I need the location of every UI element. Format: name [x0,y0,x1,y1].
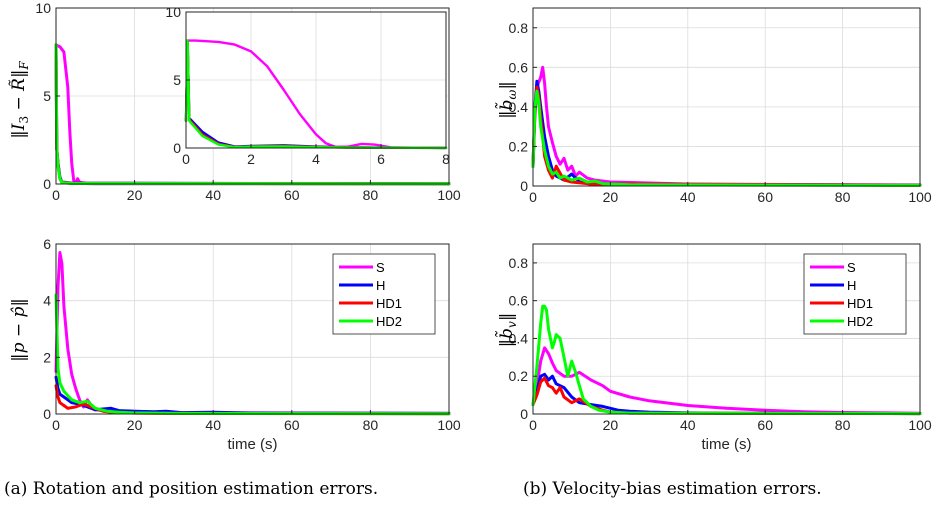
omega-bias-xtick-label: 80 [835,189,851,205]
rotation-inset-ytick-label: 5 [173,72,181,88]
position-legend-label-s: S [376,260,385,275]
velocity-bias-legend-label-hd2: HD2 [847,314,873,329]
rotation-inset-xtick-label: 4 [312,151,320,167]
omega-bias-plot-area [533,8,920,186]
rotation-ytick-label: 5 [43,88,51,104]
omega-bias-series-hd1 [531,85,922,187]
velocity-bias-ytick-label: 0.8 [509,255,529,271]
velocity-bias-series-s [531,346,922,415]
velocity-bias-xtick-label: 40 [680,417,696,433]
velocity-bias-series-hd2 [531,304,922,416]
linear-velocity-bias-error-plot: 0 20 40 60 80 100 0 0.2 0.4 0.6 0.8 SH HD1 HD2 time (s… [509,243,932,453]
rotation-ytick-label: 0 [43,176,51,192]
ylabel-omega-bias-error: ‖b̃ω‖ [495,81,519,119]
velocity-bias-xtick-label: 100 [908,417,932,433]
caption-b: (b) Velocity-bias estimation errors. [523,479,822,499]
rotation-inset-xtick-label: 8 [442,151,450,167]
position-axes-frame [55,243,450,415]
position-xtick-label: 40 [205,417,221,433]
rotation-inset-xtick-label: 6 [377,151,385,167]
position-legend-label-h: H [376,278,385,293]
position-error-plot: 0 20 40 60 80 100 0 2 4 6 SH HD1 HD2 time (s) [43,236,461,453]
rotation-inset-series-s [184,39,448,150]
velocity-bias-xlabel: time (s) [702,436,752,453]
angular-velocity-bias-error-plot: 0 20 40 60 80 100 0 0.2 0.4 0.6 0.8 [509,7,932,205]
rotation-xtick-label: 0 [52,187,60,203]
rotation-series-hd2 [54,43,451,186]
velocity-bias-axes-frame [532,243,921,415]
position-legend-label-hd1: HD1 [376,296,402,311]
omega-bias-series-s [531,65,922,187]
rotation-inset-ytick-label: 0 [173,140,181,156]
position-xtick-label: 80 [363,417,379,433]
position-xtick-label: 100 [437,417,461,433]
position-ytick-label: 2 [43,349,51,365]
omega-bias-ytick-label: 0.4 [509,99,529,115]
omega-bias-xtick-label: 60 [757,189,773,205]
velocity-bias-xtick-label: 60 [757,417,773,433]
rotation-xtick-label: 20 [127,187,143,203]
rotation-xtick-label: 80 [363,187,379,203]
rotation-inset-xtick-label: 0 [182,151,190,167]
rotation-inset-plot: 0 2 4 6 8 0 5 10 [165,4,450,167]
position-ytick-label: 0 [43,406,51,422]
velocity-bias-xtick-label: 20 [603,417,619,433]
velocity-bias-legend-label-h: H [847,278,856,293]
rotation-xtick-label: 40 [205,187,221,203]
rotation-ytick-label: 10 [35,0,51,16]
rotation-xtick-label: 100 [437,187,461,203]
omega-bias-xtick-label: 0 [529,189,537,205]
position-ytick-label: 4 [43,293,51,309]
omega-bias-series-hd2 [531,89,922,187]
position-ytick-label: 6 [43,236,51,252]
position-xtick-label: 20 [127,417,143,433]
rotation-xtick-label: 60 [284,187,300,203]
omega-bias-ytick-label: 0 [520,178,528,194]
rotation-inset-xtick-label: 2 [247,151,255,167]
velocity-bias-xtick-label: 0 [529,417,537,433]
omega-bias-ytick-label: 0.8 [509,20,529,36]
rotation-inset-ytick-label: 10 [165,4,181,20]
omega-bias-ytick-label: 0.2 [509,138,529,154]
ylabel-position-error: ‖p − p̂‖ [9,298,29,362]
velocity-bias-xtick-label: 80 [835,417,851,433]
velocity-bias-ytick-label: 0.4 [509,330,529,346]
velocity-bias-ytick-label: 0 [520,406,528,422]
omega-bias-xtick-label: 40 [680,189,696,205]
omega-bias-axes-frame [532,7,921,187]
omega-bias-xtick-label: 20 [603,189,619,205]
ylabel-velocity-bias-error: ‖b̃v‖ [495,313,519,348]
position-legend-label-hd2: HD2 [376,314,402,329]
omega-bias-ytick-label: 0.6 [509,59,529,75]
velocity-bias-ytick-label: 0.6 [509,293,529,309]
velocity-bias-legend-label-hd1: HD1 [847,296,873,311]
velocity-bias-ytick-label: 0.2 [509,368,529,384]
position-xlabel: time (s) [228,436,278,453]
position-xtick-label: 0 [52,417,60,433]
position-series-hd2 [54,293,451,416]
omega-bias-xtick-label: 100 [908,189,932,205]
velocity-bias-legend-label-s: S [847,260,856,275]
ylabel-rotation-error: ‖I3 − R̃‖F [9,61,31,139]
caption-a: (a) Rotation and position estimation err… [4,479,379,499]
position-xtick-label: 60 [284,417,300,433]
